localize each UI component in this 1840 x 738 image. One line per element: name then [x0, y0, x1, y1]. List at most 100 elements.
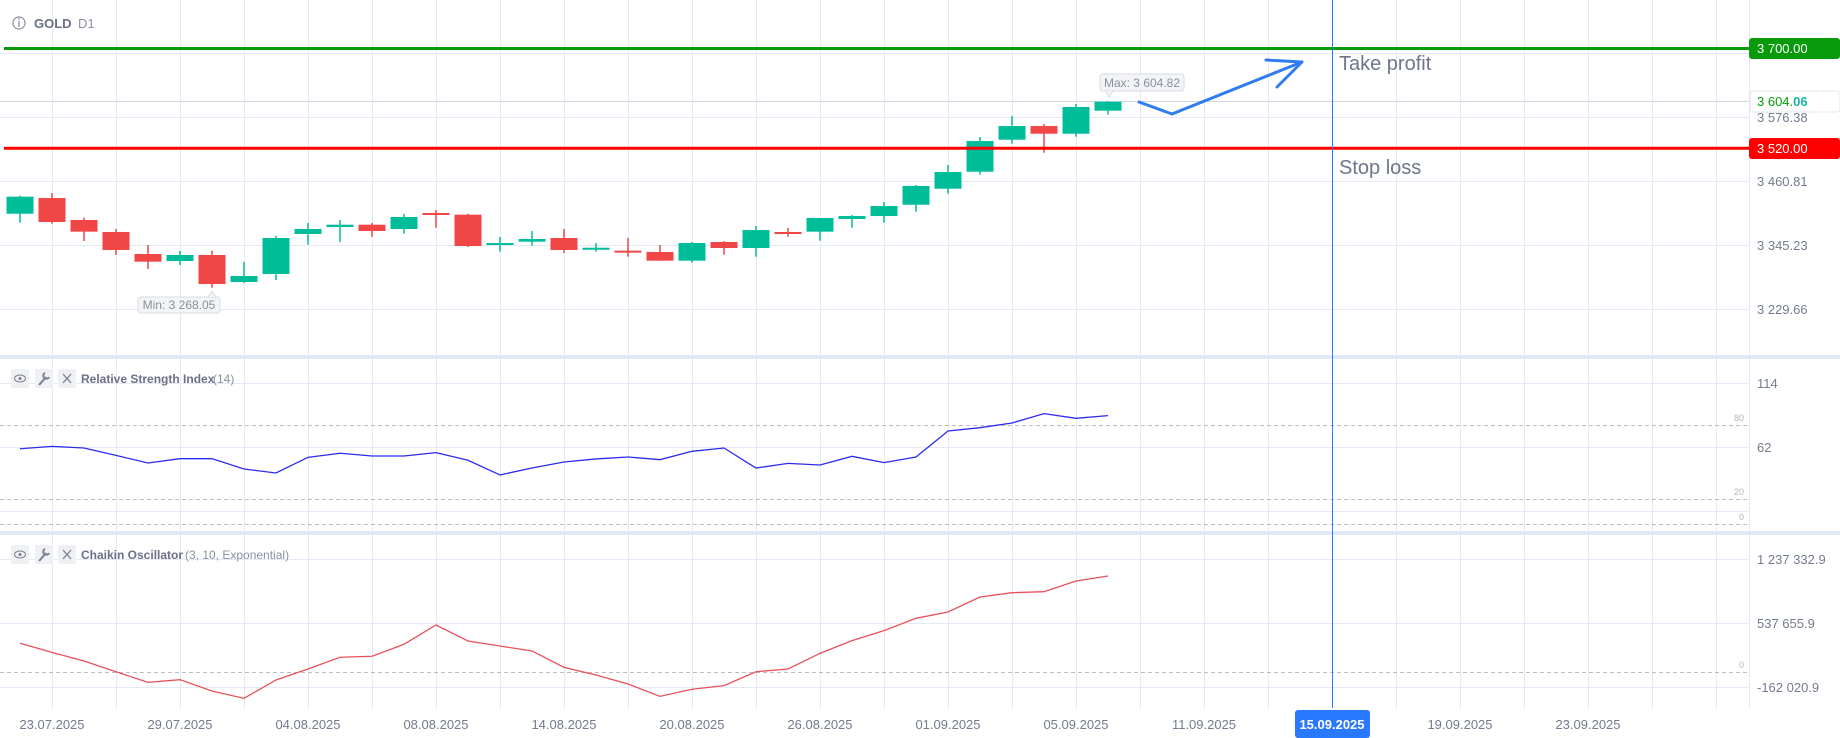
chart-header: GOLD D1: [12, 16, 95, 31]
chaikin-levels: 0: [0, 660, 1749, 673]
candle-bullish[interactable]: [678, 242, 706, 263]
chaikin-remove-button[interactable]: [58, 545, 76, 564]
candle-bearish[interactable]: [198, 250, 226, 288]
candle-bearish[interactable]: [454, 213, 482, 248]
rsi-level-80: 80: [1734, 413, 1744, 423]
eye-icon: [14, 550, 26, 559]
min-price-tag: Min: 3 268.05: [137, 290, 221, 314]
candle-body: [294, 229, 322, 234]
chaikin-visibility-button[interactable]: [11, 545, 29, 564]
price-axis[interactable]: 3 576.38 3 460.81 3 345.23 3 229.66 3 70…: [1749, 38, 1840, 317]
candle-bullish[interactable]: [294, 222, 322, 245]
candle-bearish[interactable]: [102, 229, 130, 255]
candle-bearish[interactable]: [710, 240, 738, 255]
candle-bullish[interactable]: [1062, 103, 1090, 137]
cursor-date: 15.09.2025: [1299, 717, 1364, 732]
chaikin-point: [691, 688, 694, 691]
candle-body: [326, 224, 354, 228]
candle-bullish[interactable]: [262, 235, 290, 281]
rsi-point: [83, 446, 86, 449]
date-label: 29.07.2025: [147, 717, 212, 732]
candle-bullish[interactable]: [934, 165, 962, 194]
candle-bearish[interactable]: [646, 245, 674, 261]
candle-body: [710, 242, 738, 249]
candle-bearish[interactable]: [358, 222, 386, 237]
date-label: 08.08.2025: [403, 717, 468, 732]
candle-body: [422, 213, 450, 216]
candle-body: [582, 247, 610, 250]
candle-body: [934, 171, 962, 189]
chaikin-point: [1107, 574, 1110, 577]
chaikin-point: [723, 684, 726, 687]
chaikin-point: [1043, 590, 1046, 593]
arrow-drawing[interactable]: [1137, 58, 1304, 116]
stop-loss-annotation[interactable]: Stop loss: [1339, 157, 1421, 179]
candle-bullish[interactable]: [6, 195, 34, 223]
candle-bullish[interactable]: [166, 250, 194, 266]
min-price-label: Min: 3 268.05: [143, 298, 216, 312]
candle-bearish[interactable]: [774, 227, 802, 237]
candle-body: [838, 216, 866, 219]
candle-bearish[interactable]: [614, 237, 642, 257]
candle-bullish[interactable]: [806, 217, 834, 241]
rsi-point: [243, 468, 246, 471]
chaikin-point: [499, 645, 502, 648]
candle-bullish[interactable]: [486, 236, 514, 252]
rsi-header: Relative Strength Index (14): [11, 369, 234, 388]
chaikin-settings-button[interactable]: [35, 545, 53, 564]
rsi-level-20: 20: [1734, 487, 1744, 497]
time-axis[interactable]: 23.07.2025 29.07.2025 04.08.2025 08.08.2025…: [19, 717, 1620, 732]
candle-bullish[interactable]: [1094, 101, 1122, 115]
chaikin-point: [627, 682, 630, 685]
chaikin-axis[interactable]: 1 237 332.9 537 655.9 -162 020.9: [1757, 552, 1826, 695]
chaikin-point: [403, 643, 406, 646]
rsi-point: [275, 471, 278, 474]
rsi-point: [1043, 412, 1046, 415]
rsi-axis[interactable]: 114 62: [1757, 376, 1778, 455]
pane-separator[interactable]: [0, 531, 1840, 535]
candle-bullish[interactable]: [326, 219, 354, 243]
rsi-remove-button[interactable]: [58, 369, 76, 388]
candle-bullish[interactable]: [230, 262, 258, 283]
candle-bearish[interactable]: [70, 217, 98, 241]
rsi-point: [1011, 422, 1014, 425]
candle-bullish[interactable]: [582, 243, 610, 252]
rsi-point: [979, 426, 982, 429]
rsi-point: [691, 450, 694, 453]
chaikin-point: [19, 642, 22, 645]
date-label: 23.07.2025: [19, 717, 84, 732]
candle-bullish[interactable]: [518, 231, 546, 246]
rsi-point: [659, 458, 662, 461]
chaikin-point: [147, 681, 150, 684]
candle-body: [614, 250, 642, 253]
candle-bullish[interactable]: [870, 201, 898, 223]
price-tick: 3 229.66: [1757, 302, 1808, 317]
candle-bearish[interactable]: [38, 193, 66, 224]
candle-body: [966, 141, 994, 172]
chaikin-point: [115, 670, 118, 673]
candle-bullish[interactable]: [742, 226, 770, 257]
candle-bullish[interactable]: [902, 184, 930, 212]
date-label: 14.08.2025: [531, 717, 596, 732]
candle-body: [550, 237, 578, 250]
date-label: 19.09.2025: [1427, 717, 1492, 732]
chaikin-point: [211, 690, 214, 693]
info-icon[interactable]: [12, 16, 26, 30]
candle-body: [262, 237, 290, 274]
candle-bearish[interactable]: [422, 210, 450, 228]
candle-bullish[interactable]: [390, 214, 418, 234]
pane-separator[interactable]: [0, 355, 1840, 359]
chaikin-point: [1011, 591, 1014, 594]
rsi-point: [1107, 414, 1110, 417]
candle-bullish[interactable]: [838, 215, 866, 228]
rsi-settings-button[interactable]: [35, 369, 53, 388]
rsi-point: [403, 454, 406, 457]
candle-bearish[interactable]: [550, 229, 578, 253]
stop-loss-price-tag: [1749, 138, 1840, 159]
take-profit-annotation[interactable]: Take profit: [1339, 53, 1432, 75]
candle-bearish[interactable]: [134, 245, 162, 269]
candle-bullish[interactable]: [966, 136, 994, 175]
rsi-visibility-button[interactable]: [11, 369, 29, 388]
candle-bullish[interactable]: [998, 116, 1026, 144]
